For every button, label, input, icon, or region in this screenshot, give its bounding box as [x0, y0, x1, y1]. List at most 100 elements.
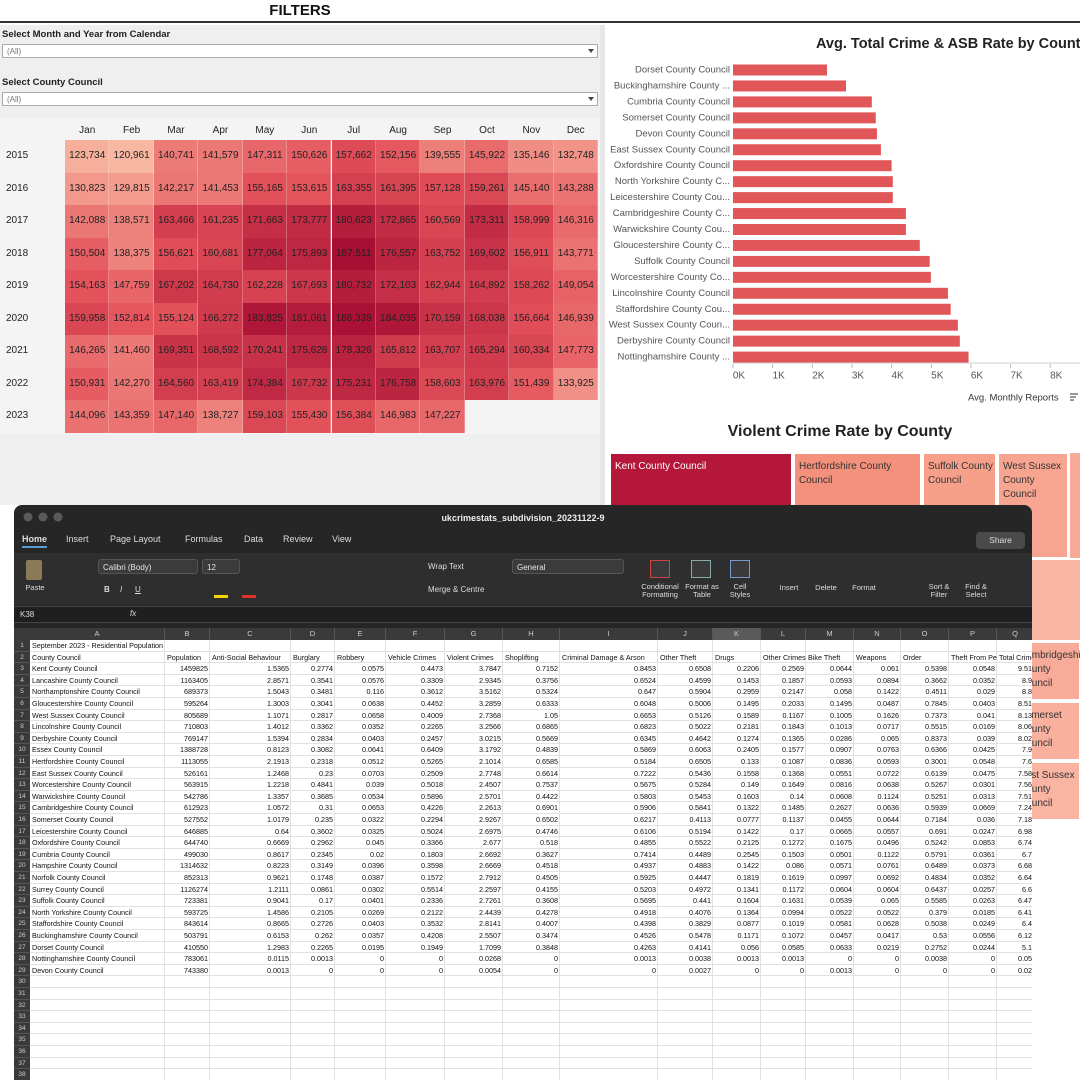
column-header[interactable]: A	[30, 628, 165, 640]
row-number[interactable]: 22	[14, 883, 30, 896]
row-number[interactable]: 27	[14, 941, 30, 954]
name-box[interactable]: K38	[20, 610, 35, 619]
format-cells[interactable]: Format	[852, 583, 876, 592]
wrap-text[interactable]: Wrap Text	[428, 562, 464, 571]
row-number[interactable]: 20	[14, 860, 30, 872]
column-header[interactable]: M	[806, 628, 854, 640]
column-header[interactable]: J	[658, 628, 713, 640]
conditional-formatting[interactable]: Conditional Formatting	[641, 582, 679, 599]
share-button[interactable]: Share	[976, 532, 1025, 549]
header-cell: Order	[903, 652, 922, 662]
row-number[interactable]: 24	[14, 906, 30, 919]
delete-cells[interactable]: Delete	[815, 583, 837, 592]
cell: 2.1913	[267, 757, 289, 766]
column-header[interactable]: L	[761, 628, 806, 640]
cell: 0	[439, 954, 443, 964]
ribbon-tab[interactable]: Formulas	[185, 534, 223, 544]
cell: 3.2566	[479, 722, 501, 732]
column-header[interactable]: O	[901, 628, 949, 640]
row-number[interactable]: 25	[14, 918, 30, 930]
font-color[interactable]	[242, 595, 256, 598]
font-name[interactable]: Calibri (Body)	[98, 559, 198, 574]
italic-button[interactable]: I	[120, 585, 123, 594]
cell-border	[291, 686, 335, 698]
row-number[interactable]: 29	[14, 964, 30, 977]
row-number[interactable]: 12	[14, 767, 30, 780]
column-header[interactable]: Q	[997, 628, 1032, 640]
underline-button[interactable]: U	[135, 585, 141, 594]
row-number[interactable]: 8	[14, 721, 30, 733]
insert-cells[interactable]: Insert	[779, 583, 799, 592]
row-number[interactable]: 34	[14, 1022, 30, 1035]
row-number[interactable]: 9	[14, 732, 30, 745]
column-header[interactable]: K	[713, 628, 761, 640]
row-number[interactable]: 28	[14, 953, 30, 965]
column-header[interactable]: E	[335, 628, 386, 640]
font-size[interactable]: 12	[202, 559, 240, 574]
column-header[interactable]: G	[445, 628, 503, 640]
row-number[interactable]: 30	[14, 976, 30, 988]
row-number[interactable]: 21	[14, 872, 30, 884]
cell-border	[997, 1011, 1032, 1023]
filter-dropdown[interactable]: (All)	[2, 92, 598, 106]
ribbon-tab[interactable]: Page Layout	[110, 534, 161, 544]
row-number[interactable]: 3	[14, 663, 30, 675]
format-as-table[interactable]: Format as Table	[685, 582, 719, 599]
cell-border	[560, 744, 658, 756]
ribbon-tab[interactable]: Insert	[66, 534, 89, 544]
row-number[interactable]: 16	[14, 814, 30, 826]
column-header[interactable]: I	[560, 628, 658, 640]
row-number[interactable]: 35	[14, 1034, 30, 1046]
bold-button[interactable]: B	[104, 585, 110, 594]
paste-button[interactable]: Paste	[25, 583, 45, 592]
fill-color[interactable]	[214, 595, 228, 598]
ribbon-tab[interactable]: Review	[283, 534, 313, 544]
ribbon-tab[interactable]: Home	[22, 534, 48, 548]
row-number[interactable]: 14	[14, 790, 30, 803]
window-controls[interactable]	[14, 505, 74, 529]
filter-dropdown[interactable]: (All)	[2, 44, 598, 58]
row-number[interactable]: 11	[14, 756, 30, 768]
row-number[interactable]: 13	[14, 779, 30, 791]
number-format[interactable]: General	[512, 559, 624, 574]
row-number[interactable]: 18	[14, 837, 30, 849]
cell: 595264	[184, 699, 208, 708]
ribbon-tab[interactable]: Data	[244, 534, 264, 544]
row-number[interactable]: 37	[14, 1057, 30, 1070]
find-select[interactable]: Find & Select	[965, 582, 987, 599]
column-header[interactable]: N	[854, 628, 901, 640]
column-header[interactable]: F	[386, 628, 445, 640]
row-number[interactable]: 1	[14, 640, 30, 652]
ribbon-tab[interactable]: View	[332, 534, 352, 544]
sort-filter[interactable]: Sort & Filter	[928, 582, 950, 599]
row-number[interactable]: 7	[14, 709, 30, 722]
column-header[interactable]: C	[210, 628, 291, 640]
cell-styles[interactable]: Cell Styles	[729, 582, 751, 599]
row-number[interactable]: 6	[14, 698, 30, 710]
cell-border	[560, 767, 658, 780]
cell-border	[997, 652, 1032, 664]
column-header[interactable]: B	[165, 628, 210, 640]
cell-border	[997, 779, 1032, 791]
sort-icon[interactable]	[1070, 393, 1078, 401]
row-number[interactable]: 17	[14, 825, 30, 838]
row-number[interactable]: 31	[14, 988, 30, 1000]
heatmap-cell: 165,812	[375, 335, 421, 368]
row-number[interactable]: 36	[14, 1046, 30, 1058]
row-number[interactable]: 32	[14, 999, 30, 1012]
row-number[interactable]: 26	[14, 930, 30, 942]
column-header[interactable]: P	[949, 628, 997, 640]
row-number[interactable]: 33	[14, 1011, 30, 1023]
row-number[interactable]: 10	[14, 744, 30, 756]
row-number[interactable]: 23	[14, 895, 30, 907]
row-number[interactable]: 19	[14, 848, 30, 861]
cell: 0.056	[741, 942, 759, 952]
row-number[interactable]: 4	[14, 674, 30, 687]
row-number[interactable]: 15	[14, 802, 30, 814]
row-number[interactable]: 5	[14, 686, 30, 698]
merge-centre[interactable]: Merge & Centre	[428, 585, 485, 594]
column-header[interactable]: D	[291, 628, 335, 640]
row-number[interactable]: 38	[14, 1069, 30, 1080]
column-header[interactable]: H	[503, 628, 560, 640]
row-number[interactable]: 2	[14, 651, 30, 664]
